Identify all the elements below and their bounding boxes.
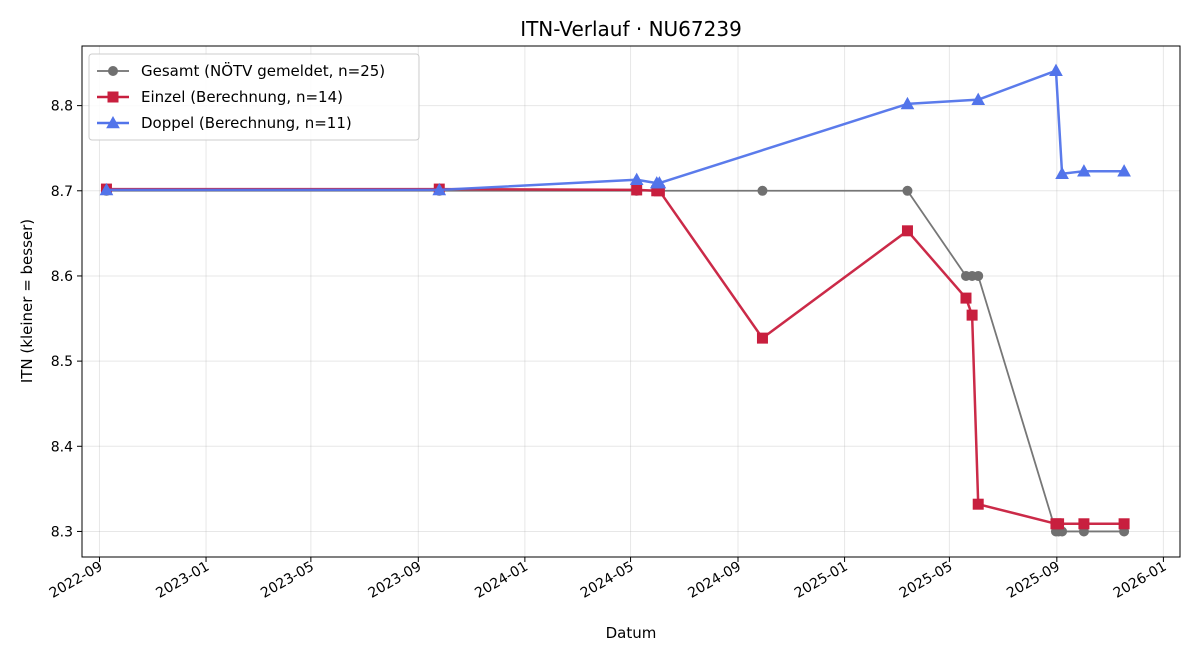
legend-marker xyxy=(108,66,118,76)
data-point xyxy=(1055,166,1069,180)
legend-marker xyxy=(107,91,119,103)
data-point xyxy=(1118,518,1130,530)
legend-box xyxy=(88,53,420,141)
legend-label: Gesamt (NÖTV gemeldet, n=25) xyxy=(141,61,385,80)
data-point xyxy=(1078,518,1090,530)
data-point xyxy=(960,292,972,304)
y-tick-label: 8.4 xyxy=(51,439,73,455)
data-point xyxy=(652,176,667,189)
y-tick-label: 8.3 xyxy=(51,524,73,540)
legend-label: Doppel (Berechnung, n=11) xyxy=(141,114,352,132)
data-point xyxy=(1077,164,1091,177)
data-point xyxy=(757,185,768,196)
data-point xyxy=(432,182,447,196)
data-point xyxy=(972,498,984,510)
series-layer xyxy=(99,63,1131,537)
data-point xyxy=(902,185,913,196)
data-point xyxy=(1117,164,1131,177)
data-point xyxy=(973,270,984,281)
legend: Gesamt (NÖTV gemeldet, n=25) Einzel (Bere… xyxy=(88,53,420,141)
y-tick-label: 8.7 xyxy=(51,184,73,200)
data-point xyxy=(900,96,915,110)
x-axis-label: Datum xyxy=(606,624,657,642)
legend-entry: Gesamt (NÖTV gemeldet, n=25) xyxy=(97,61,385,80)
legend-label: Einzel (Berechnung, n=14) xyxy=(141,88,343,106)
data-point xyxy=(971,92,986,105)
data-point xyxy=(1053,518,1065,530)
data-point xyxy=(756,332,768,344)
y-axis-label: ITN (kleiner = besser) xyxy=(18,219,36,383)
data-point xyxy=(1049,63,1063,76)
data-point xyxy=(99,182,114,196)
chart-title: ITN-Verlauf · NU67239 xyxy=(520,17,742,41)
y-tick-label: 8.5 xyxy=(51,354,73,370)
data-point xyxy=(966,309,978,321)
legend-entry: Doppel (Berechnung, n=11) xyxy=(97,114,352,132)
series-1 xyxy=(100,183,1130,530)
y-tick-label: 8.8 xyxy=(51,99,73,115)
data-point xyxy=(629,172,644,186)
y-tick-label: 8.6 xyxy=(51,269,73,285)
series-2 xyxy=(99,63,1131,196)
data-point xyxy=(901,225,913,237)
legend-marker xyxy=(106,115,120,129)
legend-entry: Einzel (Berechnung, n=14) xyxy=(97,88,343,106)
data-point xyxy=(631,184,643,196)
